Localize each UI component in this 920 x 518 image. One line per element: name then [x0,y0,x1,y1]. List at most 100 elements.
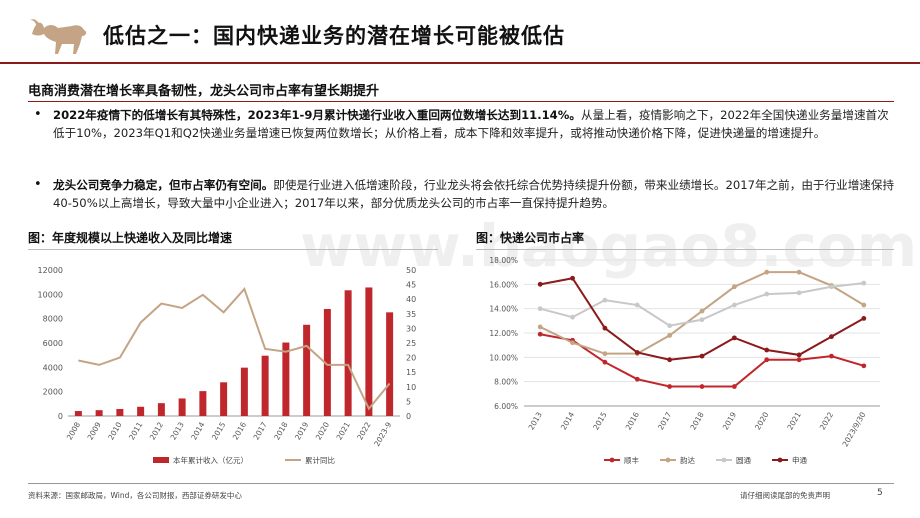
y-left-tick-label: 10000 [38,290,63,299]
series-point [570,340,575,346]
section-subtitle: 电商消费潜在增长率具备韧性，龙头公司市占率有望长期提升 [28,84,380,99]
y-left-tick-label: 0 [58,412,63,421]
series-point [764,357,770,363]
y-tick-label: 14.00% [489,305,518,314]
y-tick-label: 8.00% [494,378,518,387]
series-point [699,353,705,359]
bar [344,290,352,416]
chart-2-divider [476,249,894,250]
series-point [667,333,673,338]
chart-1-divider [28,249,438,250]
bullet-2-text: 即使是行业进入低增速阶段，行业龙头将会依托综合优势持续提升份额，带来业绩增长。2… [53,178,895,210]
y-right-tick-label: 30 [406,324,416,333]
x-tick-label: 2013 [169,420,186,441]
bar [157,403,165,416]
series-point [537,331,543,337]
series-point [764,269,770,275]
bar [199,391,207,416]
bar [116,409,124,416]
legend-label: 韵达 [680,455,695,465]
market-share-chart: 6.00% 8.00% 10.00% 12.00% 14.00% 16.00% 18.00%… [489,256,880,465]
x-tick-label: 2017 [252,420,269,441]
bullet-dot: • [34,177,42,192]
legend-marker [665,457,671,463]
legend-label-line: 累计同比 [305,455,335,465]
bullet-2-bold: 龙头公司竞争力稳定，但市占率仍有空间。 [53,178,274,192]
series-point [829,334,834,340]
y-right-tick-label: 45 [406,281,416,290]
series-point [634,350,640,355]
y-right-tick-label: 20 [406,354,416,363]
legend-label: 圆通 [736,455,751,465]
series-point [667,357,673,363]
x-tick-label: 2018 [272,420,289,441]
bull-logo-icon [30,19,87,54]
x-tick-label: 2020 [314,420,331,441]
x-tick-label: 2020 [753,410,770,431]
y-right-tick-label: 40 [406,295,416,304]
series-point [829,353,834,359]
series-point [699,384,705,389]
x-tick-label: 2015 [210,420,227,441]
x-tick-label: 2016 [231,420,248,441]
bar [240,367,248,416]
y-right-tick-label: 25 [406,339,416,348]
series-point [667,384,673,389]
x-tick-label: 2014 [189,420,206,441]
y-right-tick-label: 35 [406,310,416,319]
y-left-tick-label: 4000 [43,363,63,372]
x-tick-label: 2021 [785,410,802,431]
x-tick-label: 2022 [818,410,835,431]
x-tick-label: 2021 [335,420,352,441]
bar [95,410,103,416]
y-right-tick-label: 15 [406,368,416,377]
legend-label: 顺丰 [624,455,639,465]
x-tick-label: 2019 [293,420,310,441]
x-tick-label: 2022 [355,420,372,441]
x-tick-label: 2017 [656,410,673,431]
bullet-dot: • [34,107,42,122]
legend-marker [777,457,783,463]
series-point [570,275,575,281]
bar [282,342,290,416]
y-left-tick-label: 2000 [43,388,63,397]
x-tick-label: 2013 [527,410,544,431]
growth-line [78,287,391,411]
series-point [796,269,802,275]
bullet-1-bold: 2022年疫情下的低增长有其特殊性，2023年1-9月累计快递行业收入重回两位数… [53,108,581,122]
y-right-tick-label: 50 [406,266,416,275]
x-tick-label: 2018 [688,410,705,431]
legend-marker [609,457,615,463]
x-tick-label: 2012 [148,420,165,441]
y-tick-label: 12.00% [489,329,518,338]
series-line [539,333,865,388]
series-point [764,347,770,353]
x-tick-label: 2016 [624,410,641,431]
chart-1-title: 图：年度规模以上快递收入及同比增速 [28,231,233,245]
x-tick-label: 2023-9 [372,420,393,448]
y-left-tick-label: 12000 [38,266,63,275]
series-point [796,290,802,296]
series-point [602,359,608,365]
page-title: 低估之一：国内快递业务的潜在增长可能被低估 [103,24,565,48]
series-point [602,297,608,303]
series-point [861,363,867,369]
y-left-tick-label: 8000 [43,315,63,324]
y-left-tick-label: 6000 [43,339,63,348]
bar [323,308,331,416]
series-point [861,280,867,286]
x-tick-label: 2010 [106,420,123,441]
y-right-tick-label: 10 [406,383,416,392]
x-tick-label: 2011 [127,420,144,441]
y-tick-label: 16.00% [489,280,518,289]
footer-divider [28,483,894,484]
series-point [602,325,608,331]
series-point [634,302,640,308]
series-point [764,291,770,297]
x-tick-label: 2019 [721,410,738,431]
x-tick-label: 2023/9/30 [841,410,868,448]
series-point [731,284,737,290]
series-point [537,281,543,287]
bullet-1-text: 从量上看，疫情影响之下，2022年全国快递业务量增速首次低于10%，2023年Q… [53,108,889,140]
bar [74,411,82,416]
